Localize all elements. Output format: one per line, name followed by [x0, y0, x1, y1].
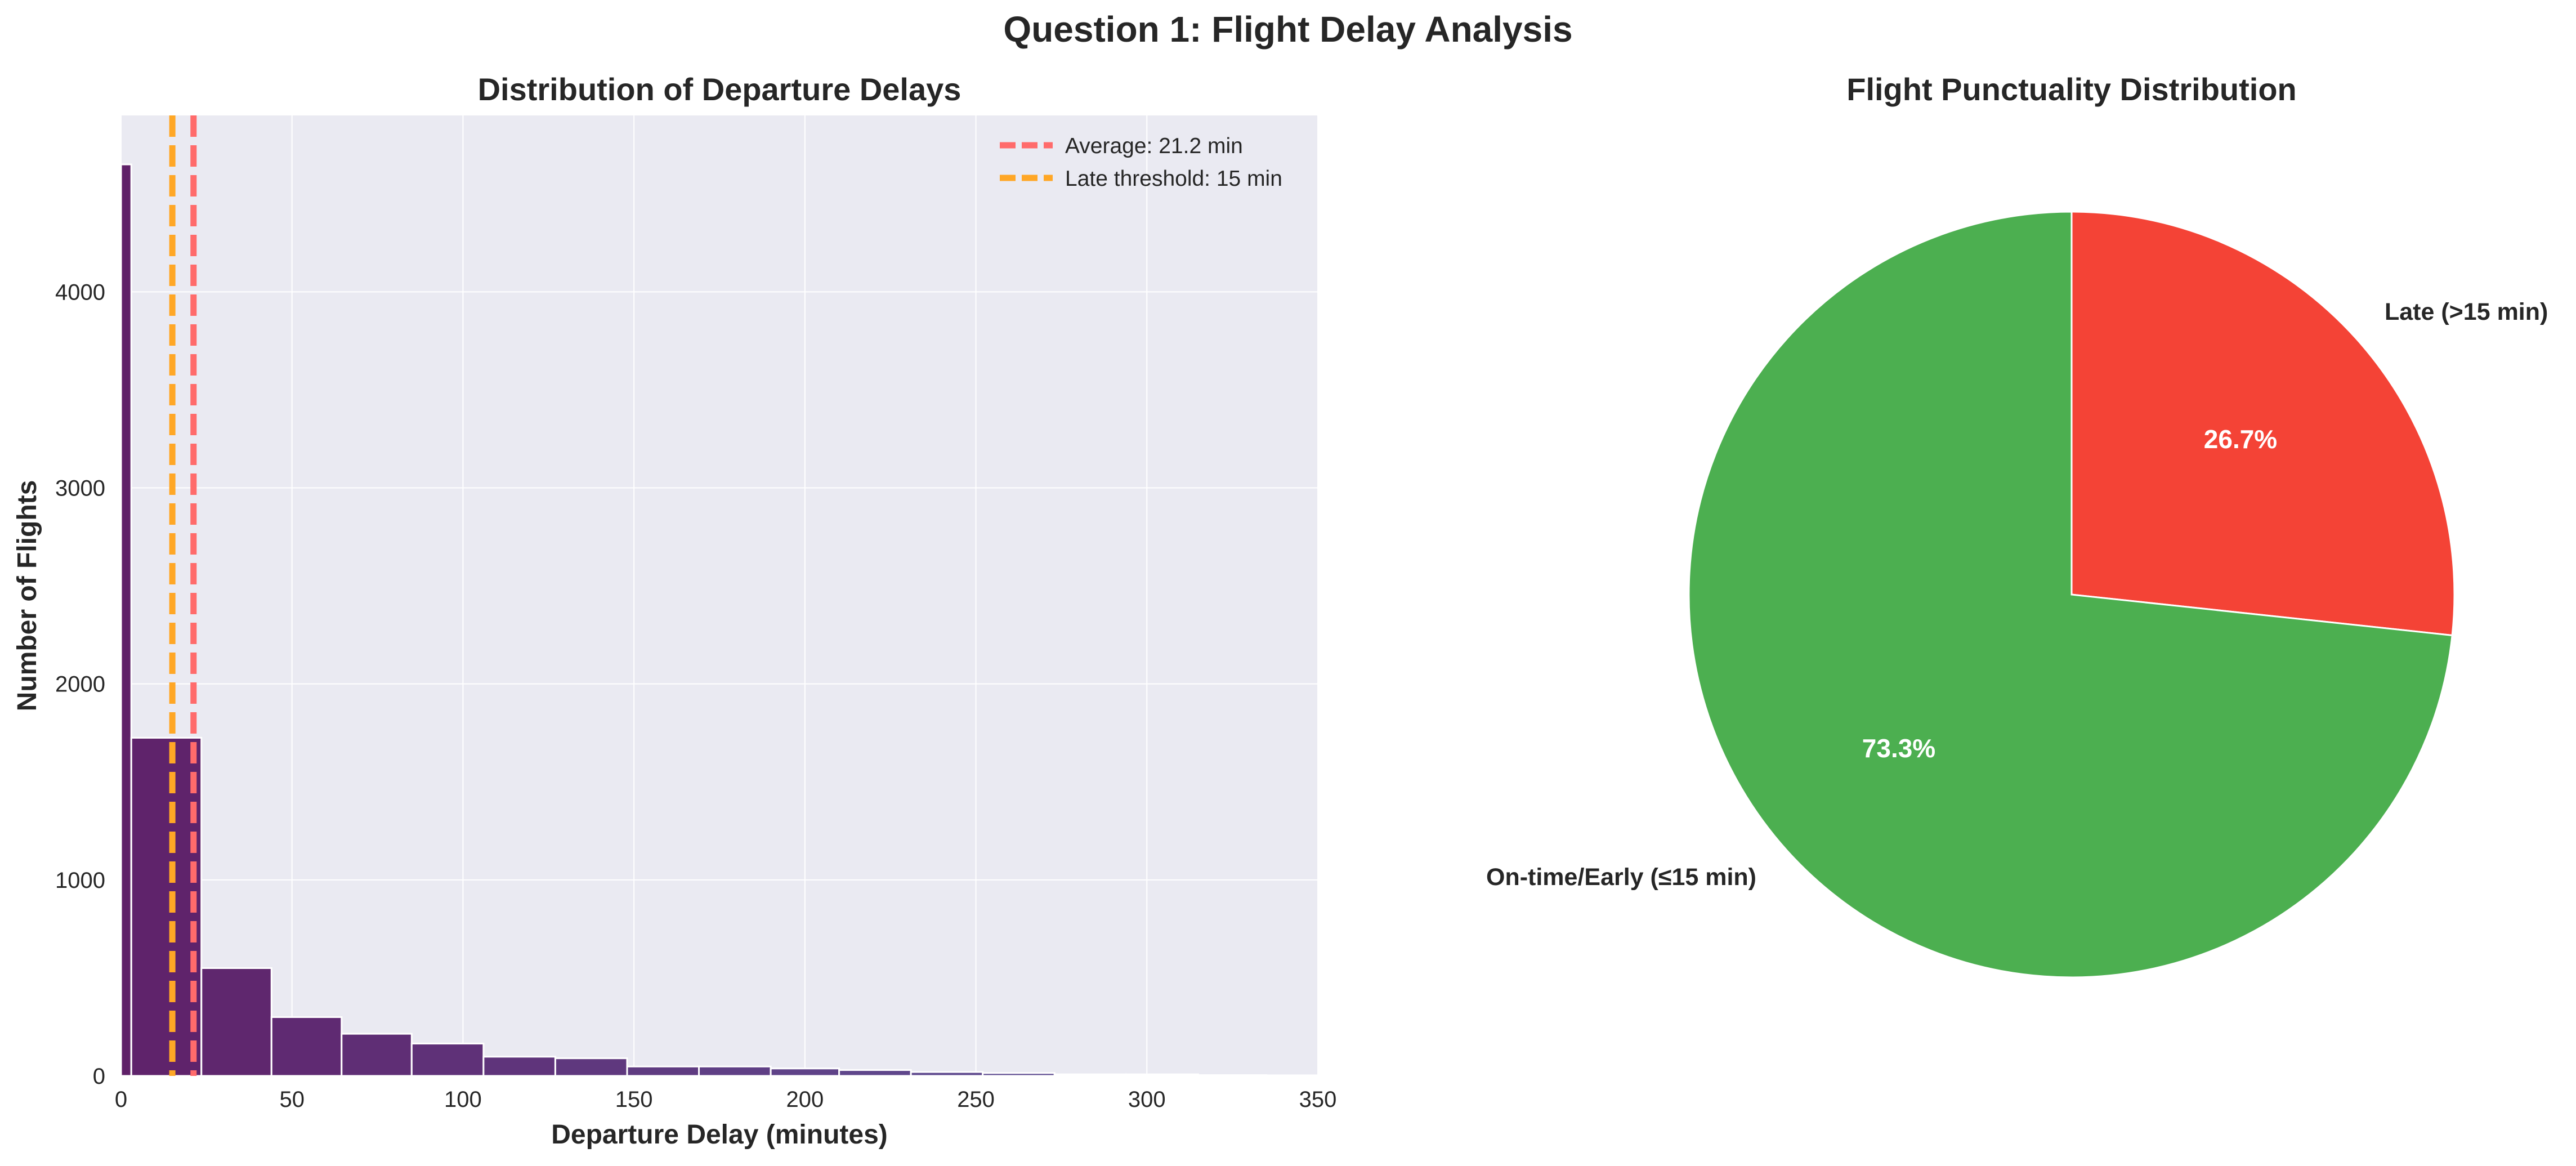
histogram-x-ticks: 0 50 100 150 200 250 300 350 — [115, 1087, 1337, 1112]
histogram-bars — [120, 163, 1319, 1077]
y-tick-label: 2000 — [55, 672, 105, 697]
pie-outer-label-on-time: On-time/Early (≤15 min) — [1486, 864, 1756, 891]
pie-outer-label-late: Late (>15 min) — [2385, 298, 2548, 325]
histogram-bar — [554, 1057, 628, 1077]
histogram-bar — [838, 1069, 912, 1077]
pie-slice-on-time — [1688, 211, 2453, 979]
pie-pct-label-on-time: 73.3% — [1862, 734, 1935, 763]
y-tick-label: 1000 — [55, 868, 105, 893]
x-tick-label: 250 — [957, 1087, 995, 1112]
histogram-y-axis-label: Number of Flights — [12, 480, 42, 712]
histogram-bar — [1053, 1073, 1128, 1077]
x-tick-label: 100 — [444, 1087, 482, 1112]
histogram-reference-lines — [169, 115, 197, 1076]
histogram-bar — [1125, 1073, 1199, 1077]
histogram-bar — [410, 1043, 485, 1077]
y-tick-label: 4000 — [55, 280, 105, 305]
histogram-bar — [698, 1065, 772, 1077]
histogram-y-ticks: 0 1000 2000 3000 4000 — [55, 280, 105, 1089]
histogram-bar — [770, 1067, 840, 1077]
histogram-bar — [626, 1065, 700, 1077]
x-tick-label: 150 — [615, 1087, 653, 1112]
histogram-bar — [1197, 1074, 1268, 1077]
x-tick-label: 50 — [279, 1087, 305, 1112]
legend-label-average: Average: 21.2 min — [1065, 134, 1243, 158]
pie-panel: Flight Punctuality Distribution Late (>1… — [1486, 72, 2548, 979]
histogram-bar — [482, 1056, 556, 1077]
histogram-bar — [1265, 1074, 1319, 1077]
histogram-bar — [200, 967, 272, 1077]
histogram-grid — [120, 115, 1318, 1076]
pie-slices — [1688, 211, 2456, 979]
histogram-bar — [120, 163, 132, 1077]
pie-title: Flight Punctuality Distribution — [1846, 72, 2297, 107]
x-tick-label: 350 — [1299, 1087, 1337, 1112]
x-tick-label: 300 — [1128, 1087, 1166, 1112]
histogram-bar — [270, 1016, 343, 1077]
histogram-title: Distribution of Departure Delays — [478, 72, 961, 107]
pie-pct-label-late: 26.7% — [2204, 425, 2277, 454]
x-tick-label: 200 — [786, 1087, 824, 1112]
histogram-bar — [982, 1072, 1056, 1077]
figure-title: Question 1: Flight Delay Analysis — [1003, 9, 1572, 50]
x-tick-label: 0 — [115, 1087, 127, 1112]
y-tick-label: 3000 — [55, 476, 105, 501]
histogram-bar — [910, 1071, 984, 1077]
legend-label-late-threshold: Late threshold: 15 min — [1065, 167, 1282, 191]
histogram-bar — [341, 1033, 413, 1077]
histogram-legend: Average: 21.2 min Late threshold: 15 min — [1000, 134, 1282, 191]
histogram-bar — [130, 736, 203, 1077]
pie-slice-late — [2070, 211, 2456, 637]
histogram-x-axis-label: Departure Delay (minutes) — [551, 1120, 888, 1150]
histogram-plot-area — [121, 115, 1318, 1076]
y-tick-label: 0 — [93, 1064, 105, 1089]
histogram-panel: Distribution of Departure Delays 0 50 100 1… — [12, 72, 1336, 1150]
